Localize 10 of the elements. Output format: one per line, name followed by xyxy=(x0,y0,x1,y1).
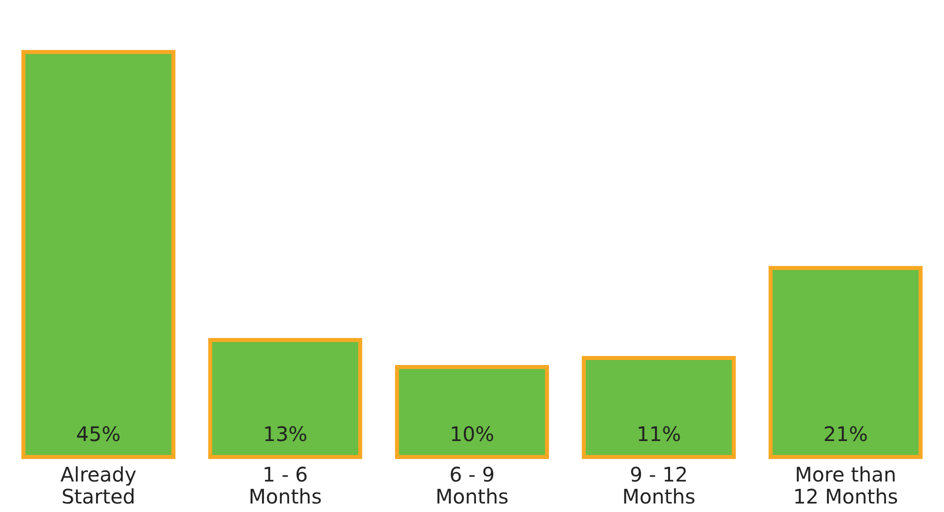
x-tick-label: More than 12 Months xyxy=(793,462,898,508)
x-tick-label: Already Started xyxy=(60,462,137,508)
data-label: 45% xyxy=(76,422,121,446)
data-label: 21% xyxy=(823,422,868,446)
x-tick-label: 9 - 12 Months xyxy=(622,462,696,508)
data-label: 11% xyxy=(636,422,682,446)
x-tick-label: 6 - 9 Months xyxy=(435,462,509,508)
data-label: 13% xyxy=(262,422,308,446)
data-label: 10% xyxy=(450,422,494,446)
x-tick-label: 1 - 6 Months xyxy=(248,462,322,508)
